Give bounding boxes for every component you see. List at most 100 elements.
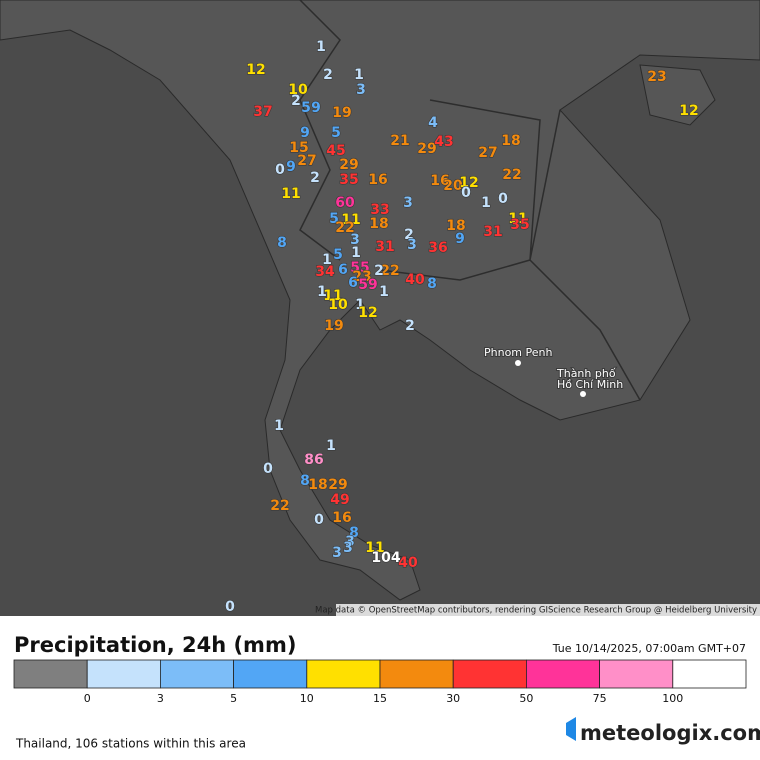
legend-panel: Precipitation, 24h (mm) Tue 10/14/2025, … [13,633,760,751]
station-value: 11 [508,211,527,227]
station-value: 8 [277,235,287,251]
station-value: 1 [351,245,361,261]
station-value: 1 [354,67,364,83]
station-value: 1 [326,438,336,454]
station-value: 6 [338,262,348,278]
station-value: 16 [430,173,449,189]
station-value: 3 [403,195,413,211]
station-value: 3 [343,540,353,556]
station-value: 2 [405,318,415,334]
border [299,0,641,401]
legend-swatch [379,659,454,689]
station-value: 55 [350,260,369,276]
station-value: 104 [371,550,400,566]
station-value: 0 [263,461,273,477]
station-value: 40 [398,555,418,571]
station-value: 18 [446,218,465,234]
legend-swatch [306,659,381,689]
station-value: 35 [339,172,358,188]
station-value: 22 [380,263,399,279]
legend-label: 30 [446,692,460,705]
logo-icon [566,717,576,741]
station-value: 8 [427,276,437,292]
station-value: 8 [349,525,359,541]
station-value: 3 [345,534,355,550]
station-value: 0 [275,162,285,178]
station-value: 2 [404,227,414,243]
station-value: 2 [323,67,333,83]
station-value: 9 [286,159,296,175]
station-value: 31 [375,239,394,255]
station-value: 18 [501,133,520,149]
station-value: 12 [679,103,698,119]
legend-swatch [526,659,601,689]
station-value: 12 [459,175,478,191]
legend-label: 5 [230,692,237,705]
station-value: 5 [329,211,339,227]
map: Phnom Penh Thành phố Hồ Chí Minh Map dat… [0,0,760,616]
station-value: 22 [270,498,289,514]
title: Precipitation, 24h (mm) [14,633,296,657]
station-value: 60 [335,195,355,211]
station-value: 20 [443,178,463,194]
legend-swatch [86,659,161,689]
station-value: 23 [352,269,371,285]
station-value: 2 [374,263,384,279]
station-value: 0 [461,185,471,201]
station-value: 18 [308,477,327,493]
legend-label: 15 [373,692,387,705]
legend-label: 75 [593,692,607,705]
station-value: 6 [348,275,358,291]
station-value: 35 [510,217,529,233]
station-value: 29 [417,141,436,157]
station-value: 29 [339,157,358,173]
station-value: 31 [483,224,502,240]
legend-label: 3 [157,692,164,705]
legend-swatch [452,659,527,689]
station-value: 11 [365,540,384,556]
station-value: 11 [281,186,300,202]
station-value: 0 [314,512,324,528]
station-value: 36 [428,240,447,256]
station-value: 0 [498,191,508,207]
station-value: 29 [328,477,347,493]
station-value: 1 [379,284,389,300]
station-value: 1 [316,39,326,55]
legend-swatch [599,659,674,689]
station-value: 18 [369,216,388,232]
station-value: 23 [647,69,666,85]
station-value: 11 [341,212,360,228]
station-value: 27 [478,145,497,161]
station-value: 37 [253,104,272,120]
station-value: 3 [407,237,417,253]
legend-swatch [13,659,88,689]
station-value: 5 [333,247,343,263]
station-value: 9 [455,231,465,247]
station-value: 3 [350,232,360,248]
station-value: 2 [291,93,301,109]
station-value: 19 [324,318,343,334]
station-value: 86 [304,452,323,468]
legend-label: 100 [662,692,683,705]
station-value: 3 [332,545,342,561]
station-value: 43 [434,134,453,150]
station-value: 15 [289,140,308,156]
station-value: 22 [502,167,521,183]
station-value: 19 [332,105,351,121]
legend-label: 50 [519,692,533,705]
station-value: 34 [315,264,335,280]
attribution: Map data © OpenStreetMap contributors, r… [315,606,757,616]
legend-label: 0 [84,692,91,705]
place-label: Thành phố [556,367,616,380]
station-value: 12 [358,305,377,321]
station-value: 0 [225,599,235,615]
legend-swatch [233,659,308,689]
station-value: 1 [274,418,284,434]
legend-label: 10 [300,692,314,705]
place-label: Hồ Chí Minh [557,378,623,391]
station-value: 1 [322,252,332,268]
attribution-bg [336,604,760,616]
island [639,64,716,126]
